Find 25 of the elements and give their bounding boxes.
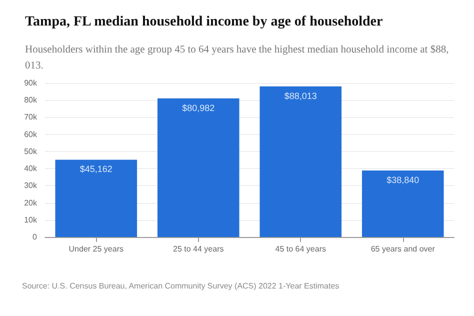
data-label: $45,162	[80, 164, 112, 174]
y-tick-label: 0	[32, 232, 38, 242]
y-tick-label: 90k	[24, 78, 38, 88]
bar	[260, 86, 342, 237]
x-tick-label: 45 to 64 years	[275, 244, 326, 254]
y-tick-label: 50k	[24, 146, 38, 156]
data-label: $88,013	[284, 90, 317, 101]
y-tick-label: 60k	[24, 130, 38, 139]
data-label: $80,982	[182, 102, 215, 113]
bar	[55, 160, 138, 237]
bar	[362, 170, 444, 237]
chart-subtitle: Householders within the age group 45 to 64 years have the highest median household income at $88,013.	[25, 44, 449, 72]
y-tick-label: 20k	[24, 198, 38, 208]
y-tick-label: 80k	[24, 96, 38, 105]
y-tick-label: 30k	[24, 181, 38, 190]
bar	[157, 98, 240, 237]
chart-title: Tampa, FL median household income by age of householder	[25, 14, 383, 30]
x-tick-label: Under 25 years	[68, 244, 124, 254]
y-tick-label: 70k	[24, 112, 38, 122]
data-label: $38,840	[386, 175, 420, 186]
source-note: Source: U.S. Census Bureau, American Community Survey (ACS) 2022 1-Year Estimates	[22, 282, 340, 290]
x-tick-label: 25 to 44 years	[173, 244, 224, 254]
y-tick-label: 40k	[24, 164, 38, 174]
x-tick-label: 65 years and over	[370, 244, 436, 254]
y-tick-label: 10k	[24, 215, 38, 224]
